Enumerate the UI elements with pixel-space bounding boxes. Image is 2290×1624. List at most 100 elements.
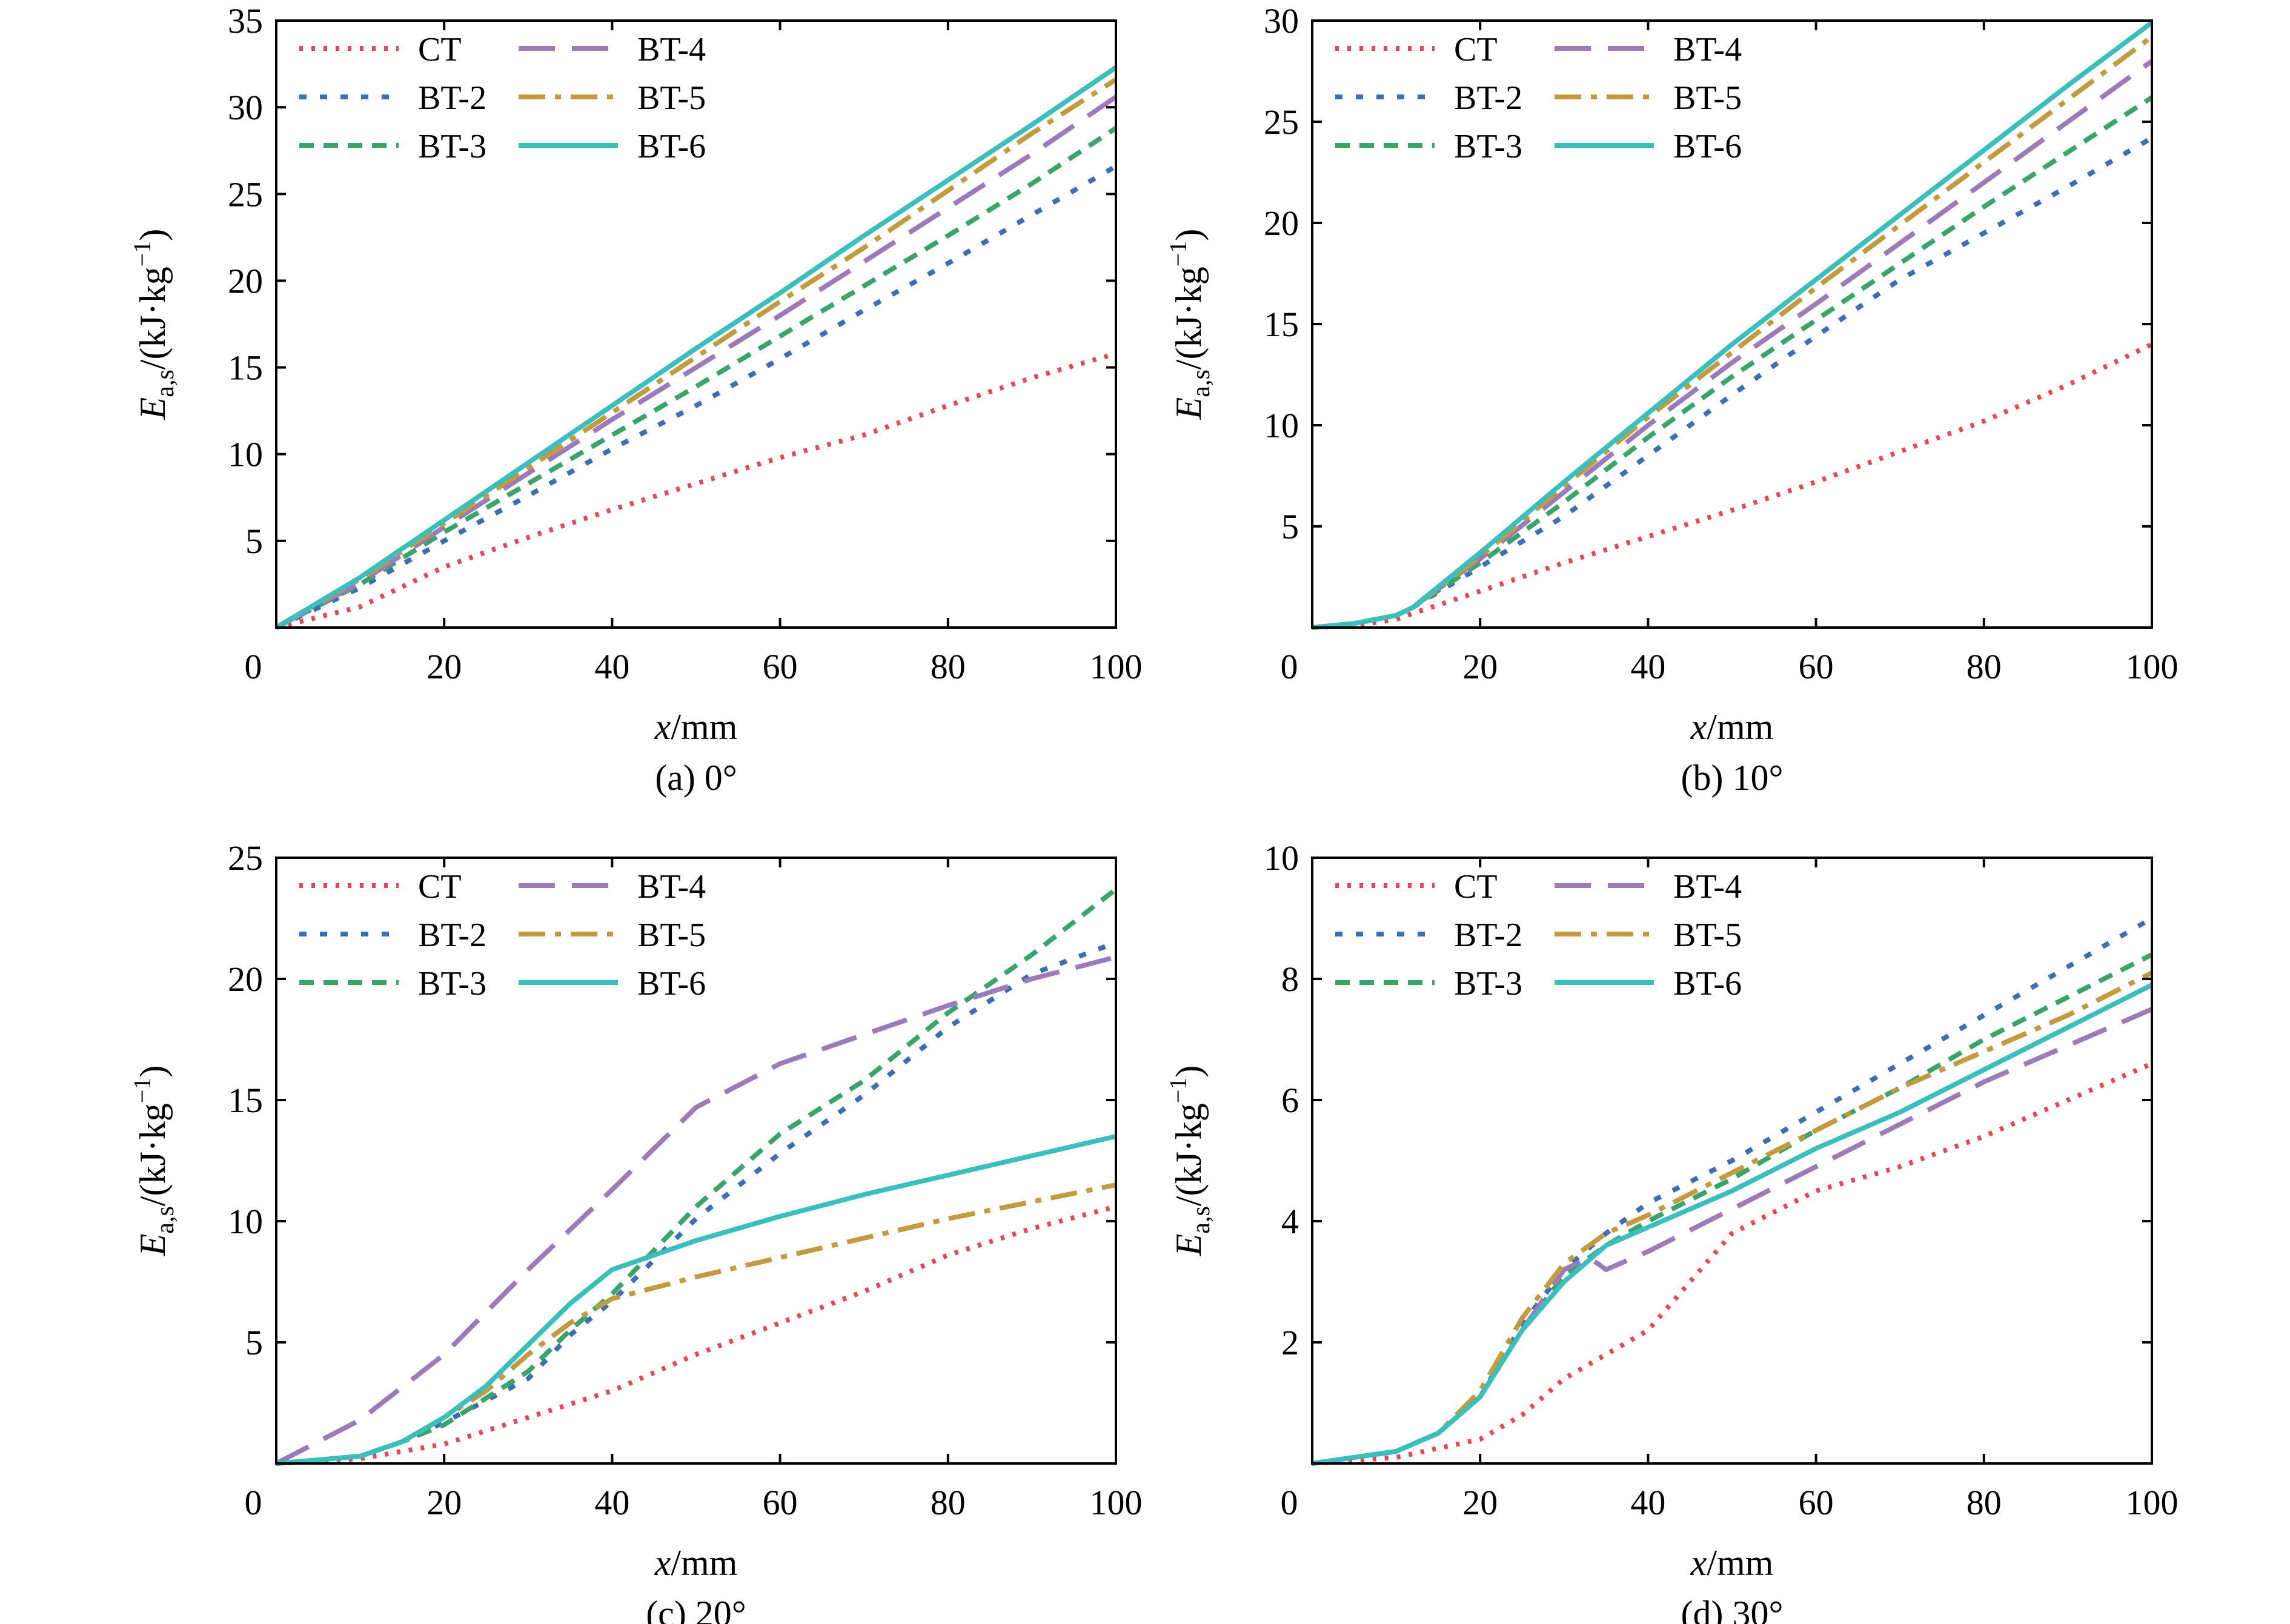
legend-label-ct: CT xyxy=(418,868,462,906)
chart-panel-a: 0 20 40 60 80 100 5 10 15 20 25 30 35 x/mm Ea,s/(kJ·kg… xyxy=(128,1,1143,798)
series-line-bt-3 xyxy=(1312,952,2153,1466)
series-line-bt-2 xyxy=(275,164,1118,630)
series-line-bt-4 xyxy=(275,94,1118,630)
panel-caption: (b) 10° xyxy=(1681,758,1784,798)
legend-label-bt-3: BT-3 xyxy=(1454,965,1522,1003)
series-line-ct xyxy=(276,1204,1117,1466)
legend-label-bt-5: BT-5 xyxy=(1673,79,1742,117)
x-tick-label: 40 xyxy=(594,647,629,686)
x-tick-label: 60 xyxy=(1799,1483,1834,1522)
series-line-bt-5 xyxy=(276,1182,1117,1466)
y-tick-label: 15 xyxy=(228,348,263,388)
series-line-bt-6 xyxy=(1312,21,2154,630)
x-tick-label: 0 xyxy=(245,1483,262,1522)
legend-label-bt-4: BT-4 xyxy=(1673,31,1742,68)
series-line-bt-3 xyxy=(275,126,1118,630)
x-tick-label: 20 xyxy=(1462,647,1498,686)
x-tick-label: 80 xyxy=(931,647,966,686)
y-tick-label: 4 xyxy=(1281,1202,1299,1241)
y-tick-label: 8 xyxy=(1281,959,1299,999)
x-tick-label: 20 xyxy=(1462,1483,1498,1522)
series-line-bt-4 xyxy=(1312,1007,2153,1466)
y-tick-label: 10 xyxy=(1264,838,1299,878)
legend-label-bt-2: BT-2 xyxy=(1454,79,1522,117)
x-tick-label: 80 xyxy=(931,1483,966,1522)
y-tick-label: 15 xyxy=(228,1081,263,1120)
x-tick-label: 0 xyxy=(245,647,262,686)
x-tick-label: 80 xyxy=(1966,647,2002,686)
x-tick-label: 40 xyxy=(1630,1483,1665,1522)
x-tick-label: 20 xyxy=(426,1483,462,1522)
x-axis-label: x/mm xyxy=(1690,1543,1774,1583)
legend-label-bt-4: BT-4 xyxy=(637,868,706,906)
chart-panel-b: 0 20 40 60 80 100 5 10 15 20 25 30 x/mm Ea,s/(kJ·kg−1… xyxy=(1164,1,2179,798)
legend-label-bt-2: BT-2 xyxy=(418,79,486,117)
legend-label-bt-6: BT-6 xyxy=(637,965,706,1003)
series-line-bt-6 xyxy=(276,1134,1117,1466)
legend-label-bt-3: BT-3 xyxy=(418,128,486,165)
x-tick-label: 100 xyxy=(1090,647,1143,686)
y-axis-label: Ea,s/(kJ·kg−1) xyxy=(128,1066,179,1257)
x-axis-label: x/mm xyxy=(1690,707,1774,747)
legend-label-bt-5: BT-5 xyxy=(637,79,706,117)
y-tick-label: 30 xyxy=(228,88,263,127)
legend-label-bt-4: BT-4 xyxy=(637,31,706,68)
series-line-bt-4 xyxy=(275,955,1117,1466)
plot-frame xyxy=(275,857,1117,1465)
y-tick-label: 20 xyxy=(228,261,263,300)
chart-panel-c: 0 20 40 60 80 100 5 10 15 20 25 x/mm Ea,s/(kJ·kg−1) (… xyxy=(128,838,1143,1624)
y-tick-label: 5 xyxy=(1281,507,1299,546)
series-line-bt-6 xyxy=(1312,983,2153,1466)
panel-caption: (c) 20° xyxy=(646,1594,746,1624)
y-tick-label: 10 xyxy=(1264,406,1299,445)
legend: CT BT-2 BT-3 BT-4 BT-5 BT-6 xyxy=(1335,31,1742,165)
legend-label-bt-3: BT-3 xyxy=(1454,128,1522,165)
y-tick-label: 25 xyxy=(228,174,263,214)
x-tick-label: 100 xyxy=(2126,1483,2179,1522)
x-tick-label: 0 xyxy=(1281,647,1298,686)
series-line-bt-2 xyxy=(1312,136,2154,630)
x-tick-label: 60 xyxy=(1799,647,1834,686)
x-tick-label: 100 xyxy=(1090,1483,1143,1522)
x-tick-label: 60 xyxy=(763,1483,798,1522)
legend-label-bt-5: BT-5 xyxy=(1673,916,1742,954)
legend-label-bt-6: BT-6 xyxy=(637,128,706,165)
y-tick-label: 30 xyxy=(1264,1,1299,41)
legend-label-bt-3: BT-3 xyxy=(418,965,486,1003)
y-tick-label: 15 xyxy=(1264,305,1299,344)
x-tick-label: 20 xyxy=(426,647,462,686)
legend-label-bt-6: BT-6 xyxy=(1673,965,1742,1003)
y-tick-label: 5 xyxy=(245,522,263,561)
x-tick-label: 80 xyxy=(1966,1483,2002,1522)
x-axis-label: x/mm xyxy=(654,1543,738,1583)
y-tick-label: 2 xyxy=(1281,1323,1299,1362)
y-tick-label: 25 xyxy=(228,838,263,878)
x-tick-label: 40 xyxy=(594,1483,629,1522)
y-axis-label: Ea,s/(kJ·kg−1) xyxy=(1164,229,1215,420)
chart-panel-d: 0 20 40 60 80 100 2 4 6 8 10 x/mm Ea,s/(kJ·kg−1) (d) … xyxy=(1164,838,2179,1624)
x-tick-label: 60 xyxy=(763,647,798,686)
y-tick-label: 5 xyxy=(245,1323,263,1362)
panel-caption: (a) 0° xyxy=(655,758,737,798)
plot-frame xyxy=(275,19,1117,629)
y-tick-label: 10 xyxy=(228,435,263,474)
legend-label-bt-5: BT-5 xyxy=(637,916,706,954)
legend-label-bt-2: BT-2 xyxy=(418,916,486,954)
x-tick-label: 0 xyxy=(1281,1483,1298,1522)
y-tick-label: 10 xyxy=(228,1202,263,1241)
x-tick-label: 40 xyxy=(1630,647,1665,686)
legend: CT BT-2 BT-3 BT-4 BT-5 BT-6 xyxy=(299,868,706,1003)
legend: CT BT-2 BT-3 BT-4 BT-5 BT-6 xyxy=(299,31,706,165)
plot-frame xyxy=(1311,857,2153,1465)
y-axis-label: Ea,s/(kJ·kg−1) xyxy=(1164,1066,1215,1257)
legend-label-bt-4: BT-4 xyxy=(1673,868,1742,906)
series-line-bt-2 xyxy=(276,940,1117,1466)
panel-caption: (d) 30° xyxy=(1681,1594,1784,1624)
x-axis-label: x/mm xyxy=(654,707,738,747)
series-line-ct xyxy=(1312,342,2153,630)
legend-label-ct: CT xyxy=(1454,868,1498,906)
y-tick-label: 20 xyxy=(228,959,263,999)
series-line-bt-5 xyxy=(1312,35,2154,630)
